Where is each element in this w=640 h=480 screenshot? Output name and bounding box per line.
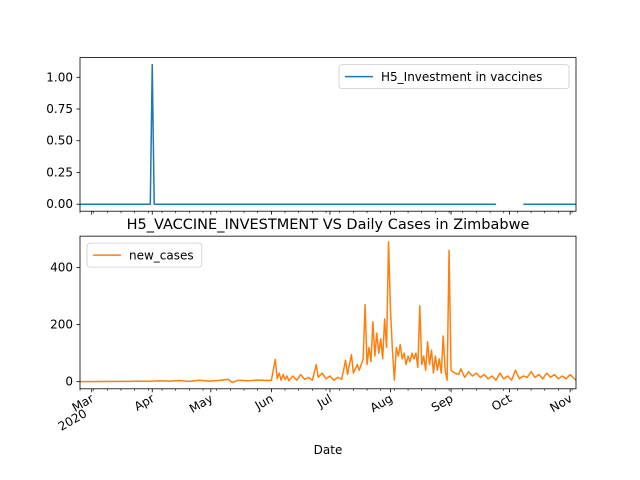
chart-title: H5_VACCINE_INVESTMENT VS Daily Cases in …	[127, 217, 530, 233]
axes-frame	[79, 57, 577, 212]
series-line-h5-investment-in-vaccines-segment-1	[80, 63, 496, 205]
y-tick-label: 400	[50, 261, 73, 275]
legend: H5_Investment in vaccines	[338, 64, 570, 89]
axes-frame	[79, 235, 577, 390]
x-tick-label: Jul	[314, 391, 334, 411]
y-tick-label: 200	[50, 318, 73, 332]
series-line-new-cases	[80, 241, 576, 384]
legend-box	[338, 64, 570, 89]
legend-label: new_cases	[129, 249, 194, 263]
y-tick-label: 0	[65, 375, 73, 389]
y-tick-label: 0.50	[46, 134, 73, 148]
y-tick-label: 1.00	[46, 70, 73, 84]
y-tick-label: 0.00	[46, 197, 73, 211]
y-tick-label: 0.25	[46, 165, 73, 179]
x-axis-label: Date	[314, 443, 343, 457]
legend: new_cases	[86, 242, 203, 268]
top-subplot: 0.00 0.25 0.50 0.75 1.00 H5_Investment in vac…	[46, 57, 577, 215]
y-tick-label: 0.75	[46, 102, 73, 116]
legend-label: H5_Investment in vaccines	[381, 70, 542, 84]
legend-box	[86, 242, 203, 268]
